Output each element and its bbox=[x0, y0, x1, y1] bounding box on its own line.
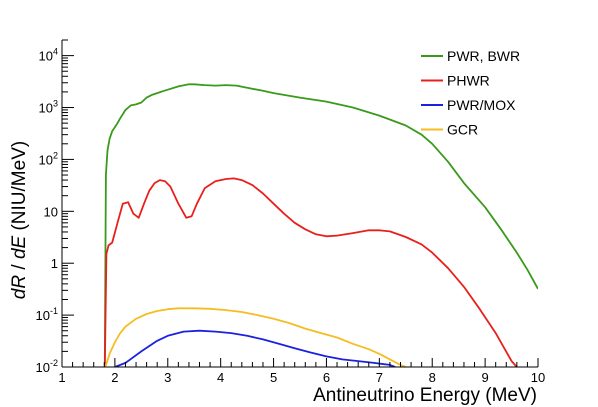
x-tick-label: 8 bbox=[429, 370, 436, 385]
series-line-0 bbox=[103, 83, 538, 367]
x-tick-label: 3 bbox=[164, 370, 171, 385]
legend-label-0: PWR, BWR bbox=[447, 48, 520, 64]
y-axis-title: dR / dE (NIU/MeV) bbox=[9, 141, 30, 299]
y-tick-label: 10-2 bbox=[36, 358, 58, 375]
y-axis-title-var2: dE bbox=[9, 235, 30, 259]
x-tick-label: 1 bbox=[58, 370, 65, 385]
x-tick-label: 9 bbox=[481, 370, 488, 385]
x-tick-label: 5 bbox=[270, 370, 277, 385]
y-tick-label: 10 bbox=[44, 204, 58, 219]
legend-label-1: PHWR bbox=[447, 73, 490, 89]
legend-label-3: GCR bbox=[447, 122, 478, 138]
legend-label-2: PWR/MOX bbox=[447, 97, 516, 113]
y-tick-label: 103 bbox=[39, 99, 58, 116]
x-tick-label: 6 bbox=[323, 370, 330, 385]
y-axis-title-unit: (NIU/MeV) bbox=[9, 141, 30, 236]
x-tick-label: 4 bbox=[217, 370, 224, 385]
y-tick-label: 1 bbox=[51, 256, 58, 271]
y-tick-label: 104 bbox=[39, 47, 58, 64]
x-tick-label: 7 bbox=[376, 370, 383, 385]
y-axis-title-var1: dR bbox=[9, 275, 30, 300]
series-line-1 bbox=[103, 177, 518, 367]
x-tick-label: 2 bbox=[111, 370, 118, 385]
y-tick-label: 102 bbox=[39, 150, 58, 167]
x-tick-label: 10 bbox=[531, 370, 545, 385]
x-axis-title: Antineutrino Energy (MeV) bbox=[313, 385, 537, 406]
y-axis-title-sep: / bbox=[9, 259, 30, 275]
y-tick-label: 10-1 bbox=[36, 306, 58, 323]
series-line-3 bbox=[104, 307, 407, 367]
series-line-2 bbox=[114, 329, 396, 367]
